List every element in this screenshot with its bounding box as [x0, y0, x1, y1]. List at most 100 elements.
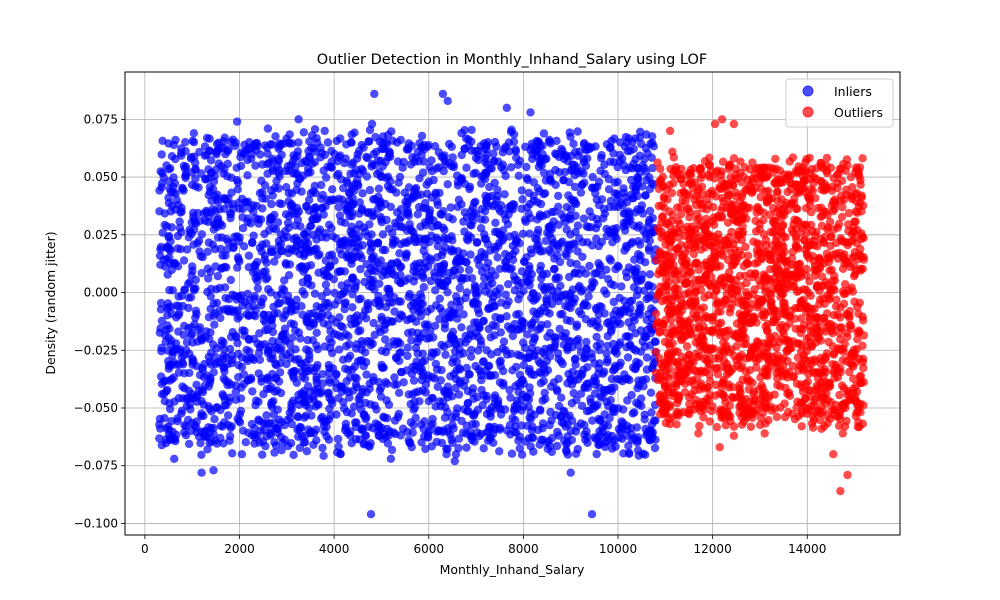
scatter-point	[738, 362, 747, 371]
scatter-point	[757, 310, 766, 320]
scatter-point	[156, 245, 165, 254]
scatter-point	[282, 260, 291, 269]
scatter-point	[210, 415, 219, 424]
scatter-point	[264, 285, 273, 294]
scatter-point	[476, 224, 486, 233]
scatter-point	[366, 275, 375, 284]
scatter-point	[311, 203, 320, 212]
scatter-point	[740, 318, 749, 327]
scatter-point	[396, 262, 406, 271]
scatter-point	[330, 288, 339, 298]
scatter-point	[493, 253, 502, 262]
scatter-point	[261, 194, 270, 203]
scatter-point	[213, 198, 223, 207]
scatter-point	[819, 237, 828, 246]
scatter-point	[602, 349, 611, 358]
scatter-point	[562, 225, 571, 234]
scatter-point	[418, 349, 427, 358]
scatter-point	[330, 256, 339, 265]
scatter-point	[440, 386, 449, 395]
scatter-point	[282, 134, 291, 143]
scatter-point	[278, 352, 287, 361]
scatter-point	[557, 393, 566, 402]
scatter-point	[576, 188, 586, 197]
scatter-point	[327, 396, 336, 405]
scatter-point	[403, 343, 412, 352]
scatter-point	[691, 275, 700, 285]
scatter-point	[362, 152, 371, 162]
scatter-point	[166, 164, 175, 173]
scatter-point	[697, 368, 707, 377]
scatter-point	[402, 145, 411, 154]
scatter-point	[583, 363, 592, 372]
scatter-point	[609, 158, 619, 167]
scatter-point	[209, 368, 218, 377]
scatter-point	[759, 208, 768, 217]
scatter-point	[608, 238, 617, 247]
scatter-point	[634, 381, 644, 390]
scatter-point	[327, 338, 336, 347]
scatter-point	[417, 150, 426, 160]
scatter-point	[418, 371, 428, 380]
scatter-point	[335, 245, 344, 254]
scatter-point	[282, 359, 291, 369]
scatter-point	[324, 272, 334, 281]
scatter-point	[269, 224, 278, 233]
scatter-point	[385, 148, 394, 157]
scatter-point	[604, 174, 613, 184]
scatter-point	[181, 162, 191, 171]
scatter-point	[547, 447, 556, 457]
scatter-point	[517, 421, 526, 430]
scatter-point	[578, 252, 587, 261]
scatter-point	[297, 367, 307, 376]
scatter-point	[182, 338, 192, 347]
scatter-point	[254, 369, 263, 378]
scatter-point	[273, 218, 283, 227]
scatter-point	[197, 468, 206, 477]
scatter-point	[280, 335, 290, 344]
scatter-point	[645, 215, 654, 224]
scatter-point	[780, 201, 789, 210]
scatter-point	[607, 374, 617, 384]
scatter-point	[336, 134, 345, 143]
scatter-point	[411, 413, 420, 422]
scatter-point	[243, 197, 253, 206]
scatter-point	[475, 253, 484, 262]
scatter-point	[381, 335, 390, 344]
scatter-point	[504, 138, 514, 147]
scatter-point	[233, 185, 242, 194]
scatter-point	[166, 237, 175, 246]
scatter-point	[280, 421, 289, 430]
scatter-point	[307, 364, 316, 373]
scatter-point	[220, 283, 230, 292]
scatter-point	[486, 333, 495, 342]
scatter-point	[453, 314, 462, 323]
scatter-point	[398, 311, 407, 321]
scatter-point	[256, 215, 266, 224]
scatter-point	[277, 199, 286, 209]
scatter-point	[308, 336, 318, 345]
scatter-point	[603, 341, 612, 351]
scatter-point	[180, 421, 189, 430]
scatter-point	[418, 168, 428, 177]
scatter-point	[804, 194, 813, 203]
scatter-point	[465, 330, 475, 339]
scatter-point	[844, 208, 854, 218]
scatter-point	[165, 324, 174, 333]
scatter-point	[600, 442, 610, 452]
scatter-point	[597, 153, 606, 163]
scatter-point	[651, 309, 661, 318]
scatter-point	[344, 354, 353, 363]
scatter-point	[332, 234, 341, 243]
scatter-point	[582, 337, 591, 347]
scatter-point	[710, 255, 719, 264]
scatter-point	[564, 295, 573, 304]
scatter-point	[348, 182, 357, 191]
scatter-point	[471, 420, 480, 429]
scatter-point	[206, 156, 216, 165]
scatter-point	[536, 247, 545, 256]
scatter-point	[539, 376, 548, 386]
scatter-point	[187, 180, 197, 189]
scatter-point	[603, 358, 612, 367]
